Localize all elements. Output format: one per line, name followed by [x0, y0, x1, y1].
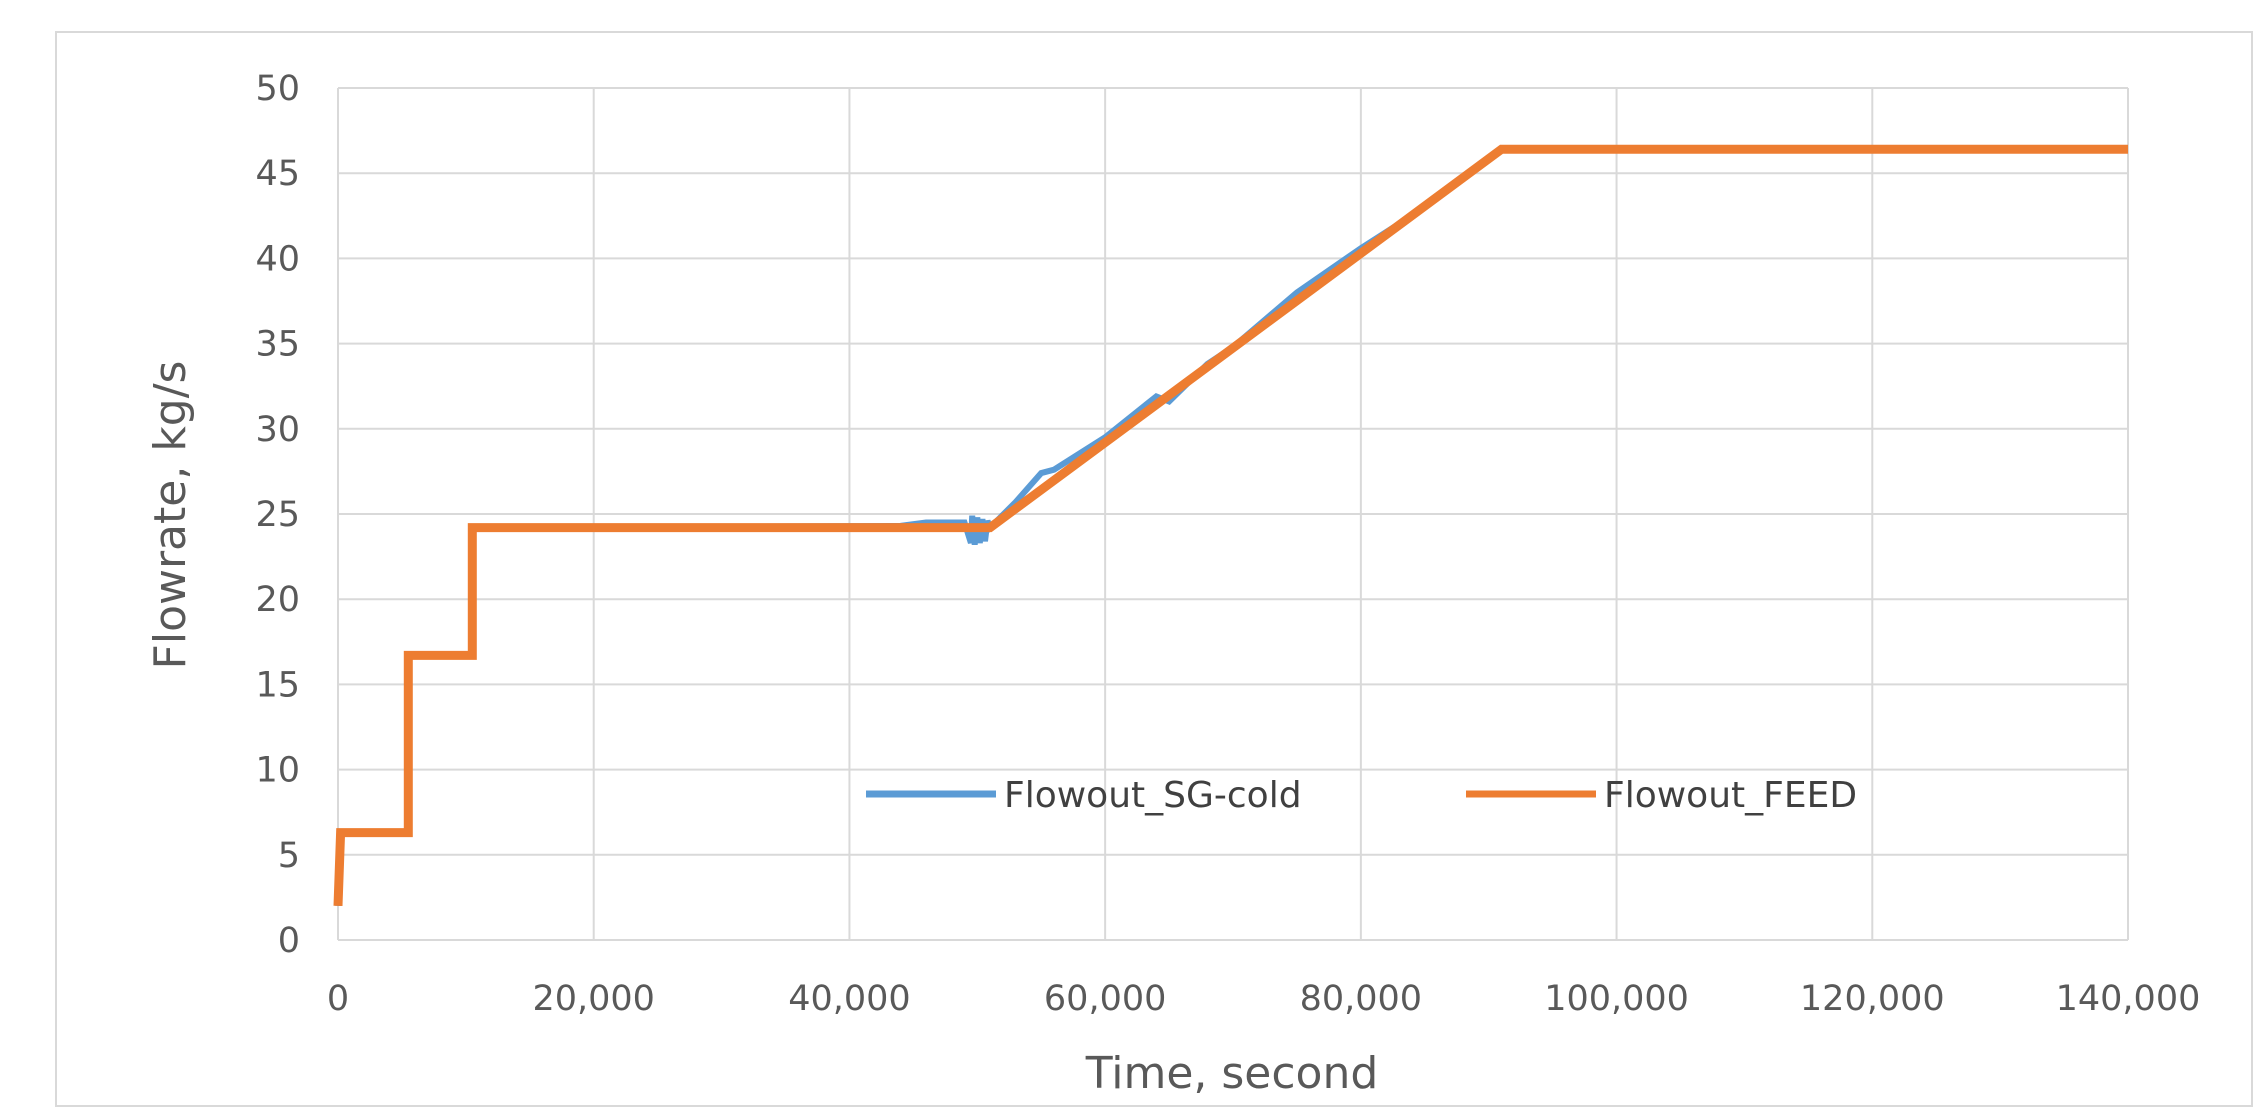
y-tick-label: 25 — [255, 495, 300, 535]
x-tick-label: 60,000 — [1044, 979, 1166, 1019]
x-tick-label: 140,000 — [2056, 979, 2201, 1019]
y-tick-label: 40 — [255, 239, 300, 279]
x-tick-label: 80,000 — [1300, 979, 1422, 1019]
x-tick-label: 40,000 — [788, 979, 910, 1019]
y-tick-label: 15 — [255, 665, 300, 705]
y-tick-label: 5 — [278, 836, 300, 876]
y-tick-label: 20 — [255, 580, 300, 620]
y-tick-label: 35 — [255, 325, 300, 365]
y-tick-label: 45 — [255, 154, 300, 194]
y-axis-title: Flowrate, kg/s — [145, 361, 196, 670]
chart-frame — [56, 32, 2252, 1106]
x-tick-label: 100,000 — [1544, 979, 1689, 1019]
y-tick-label: 50 — [255, 69, 300, 109]
x-tick-label: 20,000 — [532, 979, 654, 1019]
y-tick-label: 0 — [278, 921, 300, 961]
legend-label-flowout-sg-cold: Flowout_SG-cold — [1004, 775, 1302, 816]
x-axis-title: Time, second — [1085, 1048, 1379, 1099]
y-tick-label: 30 — [255, 410, 300, 450]
x-tick-label: 120,000 — [1800, 979, 1945, 1019]
y-tick-label: 10 — [255, 751, 300, 791]
x-tick-label: 0 — [327, 979, 349, 1019]
legend-label-flowout-feed: Flowout_FEED — [1604, 775, 1857, 816]
